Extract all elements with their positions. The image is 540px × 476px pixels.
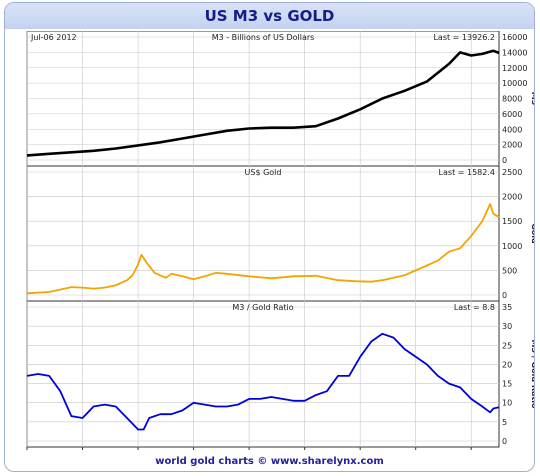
y-tick-label: 14000 [502, 48, 527, 57]
date-label: Jul-06 2012 [30, 33, 77, 42]
panel-title: US$ Gold [245, 168, 282, 177]
y-tick-label: 30 [502, 322, 512, 331]
y-tick-label: 15 [502, 380, 512, 389]
panel-3-bg [26, 300, 500, 448]
y-axis-label: Gold [530, 223, 534, 244]
series-line-0 [26, 49, 500, 157]
y-tick-label: 0 [502, 291, 507, 300]
y-tick-label: 500 [502, 266, 517, 275]
lines [26, 49, 500, 431]
y-tick-label: 2000 [502, 141, 522, 150]
y-tick-label: 1000 [502, 242, 522, 251]
last-value-label: Last = 8.8 [454, 303, 495, 312]
y-tick-label: 12000 [502, 64, 527, 73]
y-tick-label: 2500 [502, 168, 522, 177]
y-axis-label: M3 / Gold Ratio [530, 340, 534, 409]
y-tick-label: 2000 [502, 193, 522, 202]
footer-credit: world gold charts © www.sharelynx.com [155, 456, 384, 467]
y-tick-label: 35 [502, 303, 512, 312]
grid [26, 31, 499, 447]
y-tick-label: 16000 [502, 33, 527, 42]
title-bar: US M3 vs GOLD [5, 3, 534, 29]
last-value-label: Last = 13926.2 [433, 33, 495, 42]
last-value-label: Last = 1582.4 [439, 168, 495, 177]
labels: 0200040006000800010000120001400016000M3 … [26, 33, 534, 450]
y-tick-label: 0 [502, 156, 507, 165]
y-tick-label: 10000 [502, 79, 527, 88]
panel-title: M3 / Gold Ratio [232, 303, 293, 312]
y-tick-label: 0 [502, 437, 507, 446]
y-tick-label: 25 [502, 341, 512, 350]
y-tick-label: 10 [502, 399, 512, 408]
y-axis-label: M3 [530, 92, 534, 106]
series-line-1 [26, 203, 500, 295]
chart-frame: US M3 vs GOLD 0 2000 4000 6000 8000 10000 1200… [4, 2, 535, 472]
y-tick-label: 20 [502, 360, 512, 369]
panel-title: M3 - Billions of US Dollars [212, 33, 315, 42]
y-tick-label: 1500 [502, 217, 522, 226]
chart-svg: 0200040006000800010000120001400016000M3 … [26, 31, 534, 450]
chart-title: US M3 vs GOLD [204, 7, 335, 25]
panel-2-bg [26, 165, 500, 302]
y-tick-label: 8000 [502, 95, 522, 104]
y-tick-label: 4000 [502, 125, 522, 134]
y-tick-label: 5 [502, 418, 507, 427]
y-tick-label: 6000 [502, 110, 522, 119]
series-line-2 [26, 332, 500, 431]
